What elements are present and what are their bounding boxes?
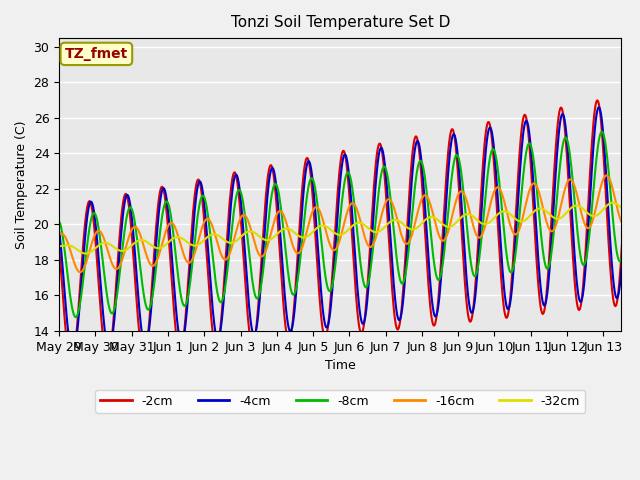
-8cm <box>260 265 268 271</box>
-2cm <box>282 323 289 329</box>
-16cm <box>410 224 418 230</box>
-8cm <box>231 202 239 208</box>
-32cm <box>443 224 451 229</box>
-4cm <box>282 300 289 305</box>
-8cm <box>55 219 63 225</box>
-16cm <box>602 172 610 178</box>
-8cm <box>410 192 418 197</box>
Line: -4cm: -4cm <box>59 100 639 353</box>
-8cm <box>282 246 289 252</box>
Y-axis label: Soil Temperature (C): Soil Temperature (C) <box>15 120 28 249</box>
-8cm <box>636 122 640 128</box>
-16cm <box>260 252 268 258</box>
Line: -2cm: -2cm <box>59 93 639 365</box>
-32cm <box>124 246 132 252</box>
-16cm <box>443 233 451 239</box>
-4cm <box>260 245 268 251</box>
-16cm <box>77 269 84 275</box>
-4cm <box>231 174 239 180</box>
-2cm <box>410 138 418 144</box>
-8cm <box>443 226 451 231</box>
Line: -32cm: -32cm <box>59 203 639 253</box>
-2cm <box>630 90 637 96</box>
-32cm <box>636 210 640 216</box>
-2cm <box>67 362 75 368</box>
-32cm <box>82 251 90 256</box>
-2cm <box>55 246 63 252</box>
-16cm <box>124 237 132 242</box>
-16cm <box>636 177 640 183</box>
-4cm <box>443 192 451 198</box>
-32cm <box>282 226 289 231</box>
-4cm <box>636 121 640 127</box>
-32cm <box>260 236 268 242</box>
-2cm <box>231 169 239 175</box>
-16cm <box>282 217 289 223</box>
-2cm <box>443 168 451 174</box>
X-axis label: Time: Time <box>325 359 356 372</box>
Legend: -2cm, -4cm, -8cm, -16cm, -32cm: -2cm, -4cm, -8cm, -16cm, -32cm <box>95 390 585 413</box>
-32cm <box>410 227 418 232</box>
Line: -8cm: -8cm <box>59 125 639 317</box>
-2cm <box>124 197 132 203</box>
Title: Tonzi Soil Temperature Set D: Tonzi Soil Temperature Set D <box>230 15 450 30</box>
-32cm <box>55 243 63 249</box>
-4cm <box>631 97 639 103</box>
Text: TZ_fmet: TZ_fmet <box>65 47 128 61</box>
-16cm <box>231 234 239 240</box>
-32cm <box>609 200 617 205</box>
-16cm <box>55 230 63 236</box>
Line: -16cm: -16cm <box>59 175 639 272</box>
-8cm <box>124 208 132 214</box>
-2cm <box>636 138 640 144</box>
-4cm <box>55 229 63 235</box>
-2cm <box>260 226 268 231</box>
-8cm <box>72 314 79 320</box>
-4cm <box>410 153 418 159</box>
-4cm <box>69 350 77 356</box>
-4cm <box>124 192 132 198</box>
-32cm <box>231 239 239 245</box>
